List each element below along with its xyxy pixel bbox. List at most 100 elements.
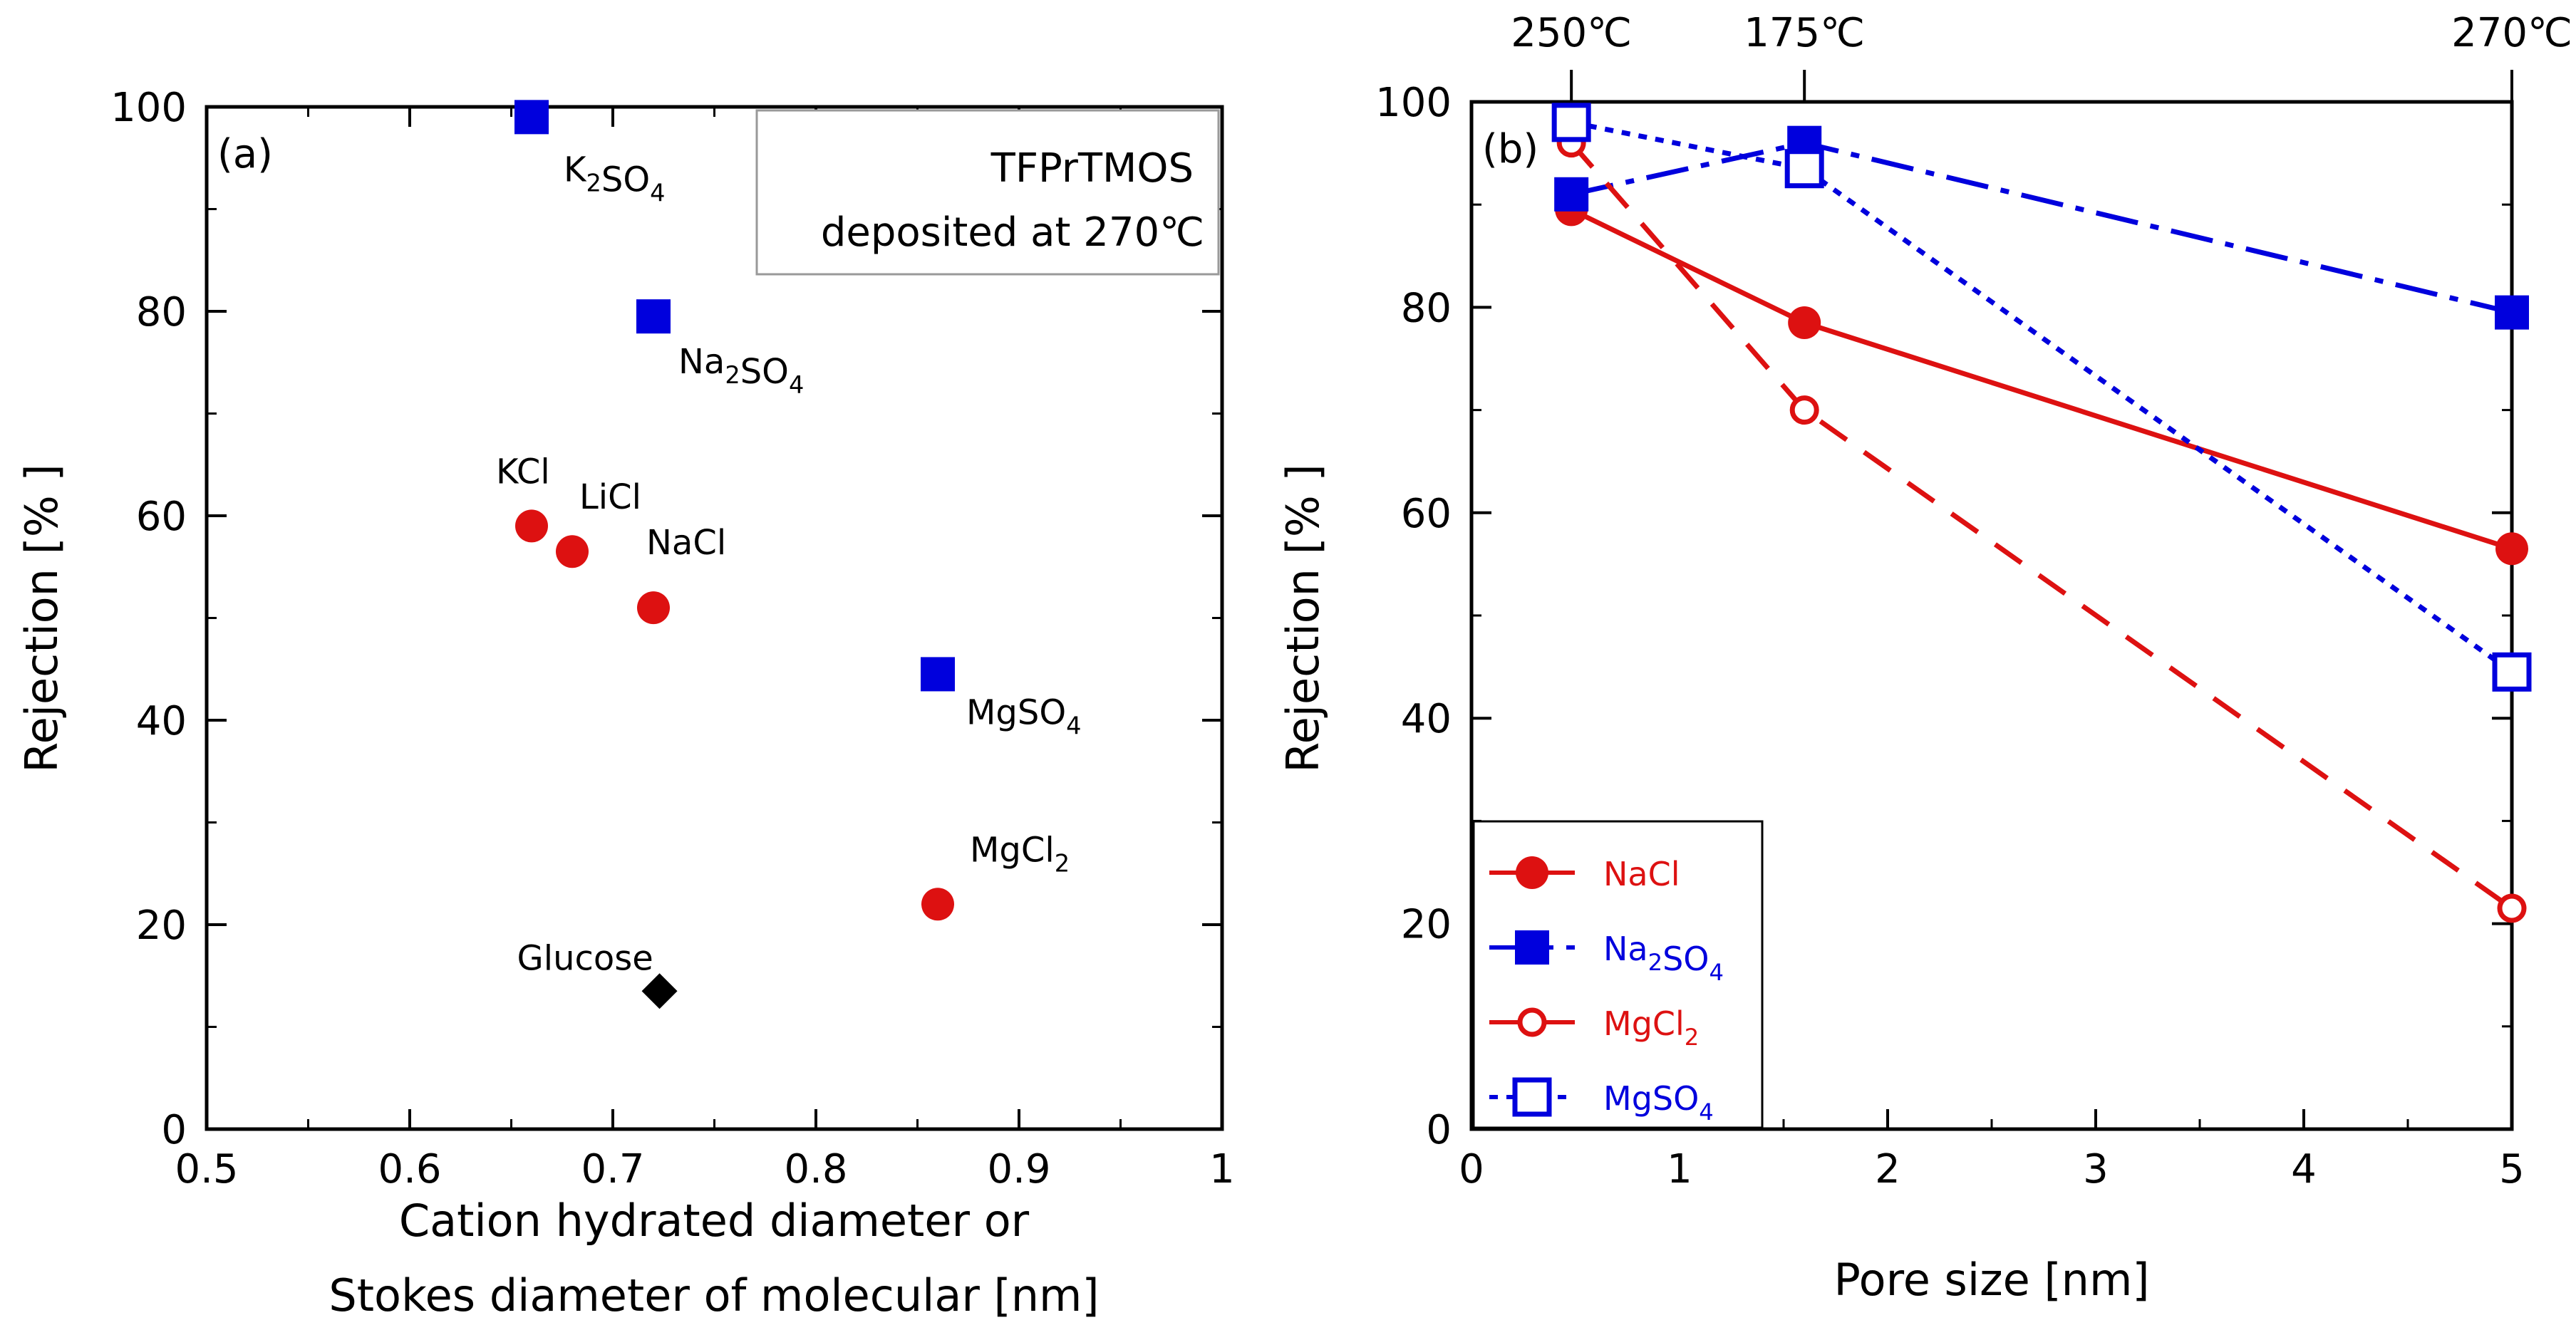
legend-label-nacl: NaCl <box>1603 855 1680 893</box>
legend-label-na2so4: Na2SO4 <box>1603 930 1724 986</box>
point-label-nacl-part: NaCl <box>646 523 726 563</box>
b-ytick-label: 80 <box>1401 285 1452 331</box>
a-xtick-label: 0.6 <box>378 1146 441 1193</box>
b-ytick-label: 0 <box>1426 1107 1452 1153</box>
point-label-kcl-part: KCl <box>496 452 550 492</box>
b-top-label: 250℃ <box>1511 10 1632 56</box>
point-label-na2so4-part: SO <box>740 352 789 392</box>
panel-a-scatter-chart: 0.5 0.6 0.7 0.8 0.9 1 0 20 40 60 80 100 TFPrTMOS de… <box>16 85 1235 1321</box>
panel-a-annotation-box <box>755 109 1220 276</box>
b-xtick-label: 1 <box>1667 1146 1692 1193</box>
point-label-na2so4-subscript: 4 <box>789 371 804 399</box>
point-label-kcl: KCl <box>496 452 550 492</box>
legend-marker-nacl <box>1516 856 1548 889</box>
a-ytick-label: 0 <box>161 1107 187 1153</box>
point-kcl <box>515 509 548 543</box>
b-ytick-label: 100 <box>1375 80 1452 126</box>
point-label-licl: LiCl <box>579 477 641 517</box>
panel-b-ticks <box>1470 100 2513 1131</box>
a-xtick-label: 1 <box>1209 1146 1235 1193</box>
panel-b-series-markers <box>1551 103 2532 923</box>
a-xtick-label: 0.5 <box>175 1146 238 1193</box>
a-xtick-label: 0.7 <box>581 1146 644 1193</box>
series-point-mgso4 <box>1551 103 1591 142</box>
point-label-glucose-part: Glucose <box>517 938 653 978</box>
series-point-na2so4 <box>1554 177 1589 212</box>
point-label-k2so4-part: K <box>564 150 587 189</box>
panel-b-label: (b) <box>1482 126 1538 172</box>
point-glucose <box>641 973 678 1009</box>
panel-b-ylabel: Rejection [% ] <box>1277 464 1329 772</box>
point-label-mgso4-part: MgSO <box>966 692 1066 732</box>
series-point-mgso4 <box>2492 652 2532 692</box>
series-line-mgcl2 <box>1569 141 2514 910</box>
legend-label-na2so4-subscript: 4 <box>1709 959 1724 986</box>
point-label-na2so4: Na2SO4 <box>678 342 804 399</box>
legend-label-nacl-part: NaCl <box>1603 855 1680 893</box>
a-ytick-label: 100 <box>110 85 187 131</box>
point-label-nacl: NaCl <box>646 523 726 563</box>
legend-label-na2so4-part: Na <box>1603 930 1648 968</box>
a-xtick-label: 0.9 <box>987 1146 1050 1193</box>
legend-label-na2so4-part: SO <box>1662 940 1709 978</box>
panel-a-xlabel-line-2: Stokes diameter of molecular [nm] <box>329 1269 1099 1321</box>
legend-label-mgso4-part: MgSO <box>1603 1079 1699 1118</box>
point-label-k2so4-subscript: 2 <box>586 169 601 197</box>
panel-a-ylabel: Rejection [% ] <box>16 464 68 772</box>
point-label-glucose: Glucose <box>517 938 653 978</box>
a-ytick-label: 80 <box>136 289 187 336</box>
point-mgso4 <box>921 657 955 692</box>
point-nacl <box>637 591 670 625</box>
point-label-k2so4-part: SO <box>601 160 650 199</box>
legend-marker-mgso4 <box>1512 1077 1552 1117</box>
b-ytick-label: 40 <box>1401 696 1452 742</box>
point-label-mgso4: MgSO4 <box>966 692 1082 739</box>
point-mgcl2 <box>921 888 954 921</box>
panel-b-tick-labels: 0 1 2 3 4 5 0 20 40 60 80 100 <box>1375 80 2525 1193</box>
point-label-mgcl2-subscript: 2 <box>1055 849 1070 877</box>
point-k2so4 <box>514 100 549 135</box>
b-top-label: 175℃ <box>1744 10 1865 56</box>
panel-b-line-chart: 0 1 2 3 4 5 0 20 40 60 80 100 250℃ 175℃ 270℃ (b) NaCl… <box>1277 10 2572 1306</box>
a-ytick-label: 60 <box>136 494 187 540</box>
a-ytick-label: 20 <box>136 903 187 949</box>
annotation-line-2: deposited at 270℃ <box>821 209 1204 256</box>
b-xtick-label: 0 <box>1459 1146 1484 1193</box>
series-point-mgcl2 <box>1789 395 1819 425</box>
point-label-licl-part: LiCl <box>579 477 641 517</box>
legend-label-mgcl2-part: MgCl <box>1603 1004 1685 1043</box>
series-point-nacl <box>2495 532 2528 566</box>
a-ytick-label: 40 <box>136 698 187 744</box>
point-label-k2so4: K2SO4 <box>564 150 665 207</box>
panel-a-label: (a) <box>217 131 273 177</box>
legend-label-na2so4-subscript: 2 <box>1648 949 1662 976</box>
legend-label-mgso4-subscript: 4 <box>1699 1098 1713 1126</box>
point-label-na2so4-subscript: 2 <box>725 361 740 389</box>
panel-b-top-temperature-labels: 250℃ 175℃ 270℃ <box>1511 10 2572 102</box>
b-xtick-label: 2 <box>1875 1146 1900 1193</box>
a-xtick-label: 0.8 <box>784 1146 847 1193</box>
b-xtick-label: 3 <box>2083 1146 2109 1193</box>
series-point-nacl <box>1788 306 1821 340</box>
b-top-label: 270℃ <box>2451 10 2572 56</box>
legend-label-mgcl2-subscript: 2 <box>1685 1024 1699 1051</box>
b-ytick-label: 60 <box>1401 491 1452 537</box>
point-label-mgcl2: MgCl2 <box>970 830 1070 877</box>
point-licl <box>556 535 589 568</box>
series-point-mgso4 <box>1784 149 1824 189</box>
series-point-mgcl2 <box>2497 893 2527 923</box>
annotation-line-1: TFPrTMOS <box>990 145 1194 192</box>
legend-label-mgso4: MgSO4 <box>1603 1079 1714 1126</box>
panel-a-tick-labels: 0.5 0.6 0.7 0.8 0.9 1 0 20 40 60 80 100 <box>110 85 1235 1193</box>
point-label-mgso4-subscript: 4 <box>1066 712 1081 739</box>
b-xtick-label: 4 <box>2291 1146 2317 1193</box>
panel-a-xlabel-line-1: Cation hydrated diameter or <box>399 1195 1030 1247</box>
point-label-k2so4-subscript: 4 <box>650 179 665 207</box>
b-xtick-label: 5 <box>2499 1146 2525 1193</box>
series-point-na2so4 <box>2495 295 2529 330</box>
b-ytick-label: 20 <box>1401 902 1452 948</box>
